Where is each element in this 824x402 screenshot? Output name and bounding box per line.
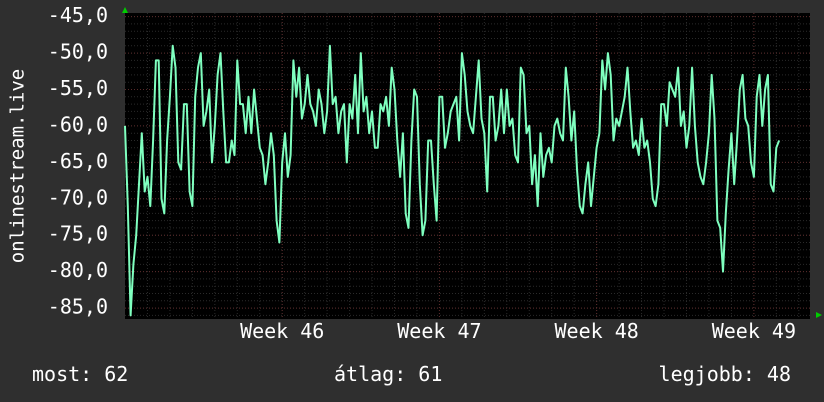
y-tick-label: -85,0 [48,295,108,319]
grid [125,13,810,319]
y-tick-label: -55,0 [48,76,108,100]
y-tick-label: -65,0 [48,149,108,173]
current-value-label: most: 62 [32,362,129,386]
y-tick-label: -75,0 [48,222,108,246]
y-tick-label: -45,0 [48,3,108,27]
average-value-label: átlag: 61 [334,362,443,386]
plot-area [125,13,810,319]
y-tick-label: -70,0 [48,185,108,209]
axis-arrows [122,7,822,318]
x-tick-label: Week 48 [554,319,638,343]
x-tick-label: Week 46 [240,319,324,343]
footer-stats: most: 62 átlag: 61 legjobb: 48 [0,358,824,392]
series-group [124,44,781,317]
x-tick-label: Week 49 [712,319,796,343]
x-axis: Week 46 Week 47 Week 48 Week 49 [240,319,796,343]
best-value-label: legjobb: 48 [658,362,791,386]
line-chart: -45,0 -50,0 -55,0 -60,0 -65,0 -70,0 -75,0 -80,0… [7,3,822,343]
y-tick-label: -50,0 [48,40,108,64]
x-axis-arrow-icon [816,312,822,318]
y-axis-arrow-icon [122,7,128,13]
y-axis: -45,0 -50,0 -55,0 -60,0 -65,0 -70,0 -75,0 -80,0… [48,3,108,318]
x-tick-label: Week 47 [397,319,481,343]
y-tick-label: -60,0 [48,112,108,136]
y-tick-label: -80,0 [48,258,108,282]
y-axis-label: onlinestream.live [7,69,29,263]
series-line [124,44,781,317]
